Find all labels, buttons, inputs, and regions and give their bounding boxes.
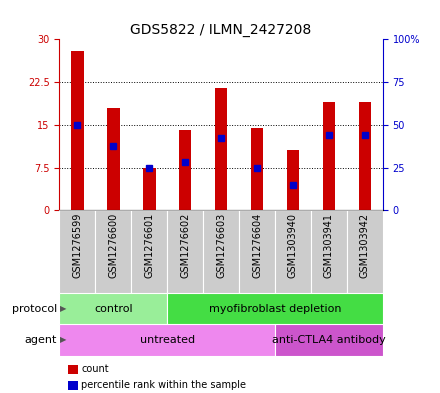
Text: protocol: protocol [12, 303, 57, 314]
Bar [239, 210, 275, 293]
Bar [311, 210, 347, 293]
Text: GSM1276604: GSM1276604 [252, 213, 262, 278]
Bar [143, 167, 155, 210]
Text: GSM1276599: GSM1276599 [72, 213, 82, 278]
Bar [59, 324, 275, 356]
Text: GSM1276602: GSM1276602 [180, 213, 190, 278]
Title: GDS5822 / ILMN_2427208: GDS5822 / ILMN_2427208 [131, 23, 312, 37]
Text: agent: agent [25, 335, 57, 345]
Text: myofibroblast depletion: myofibroblast depletion [209, 303, 341, 314]
Bar [131, 210, 167, 293]
Text: ▶: ▶ [60, 336, 67, 344]
Text: GSM1303942: GSM1303942 [360, 213, 370, 278]
Text: control: control [94, 303, 132, 314]
Bar [167, 293, 383, 324]
Bar [203, 210, 239, 293]
Text: GSM1276601: GSM1276601 [144, 213, 154, 278]
Bar [71, 51, 84, 210]
Bar [215, 88, 227, 210]
Bar [287, 151, 299, 210]
Bar [59, 210, 95, 293]
Bar [323, 102, 335, 210]
Bar [275, 210, 311, 293]
Text: ▶: ▶ [60, 304, 67, 313]
Text: untreated: untreated [139, 335, 195, 345]
Bar [179, 130, 191, 210]
Bar [107, 108, 120, 210]
Text: GSM1303941: GSM1303941 [324, 213, 334, 278]
Text: percentile rank within the sample: percentile rank within the sample [81, 380, 246, 390]
Bar [251, 128, 263, 210]
Bar [275, 324, 383, 356]
Bar [359, 102, 371, 210]
Text: GSM1303940: GSM1303940 [288, 213, 298, 278]
Bar [95, 210, 131, 293]
Bar [347, 210, 383, 293]
Bar [59, 293, 167, 324]
Bar [167, 210, 203, 293]
Text: GSM1276600: GSM1276600 [108, 213, 118, 278]
Text: anti-CTLA4 antibody: anti-CTLA4 antibody [272, 335, 386, 345]
Text: count: count [81, 364, 109, 375]
Text: GSM1276603: GSM1276603 [216, 213, 226, 278]
